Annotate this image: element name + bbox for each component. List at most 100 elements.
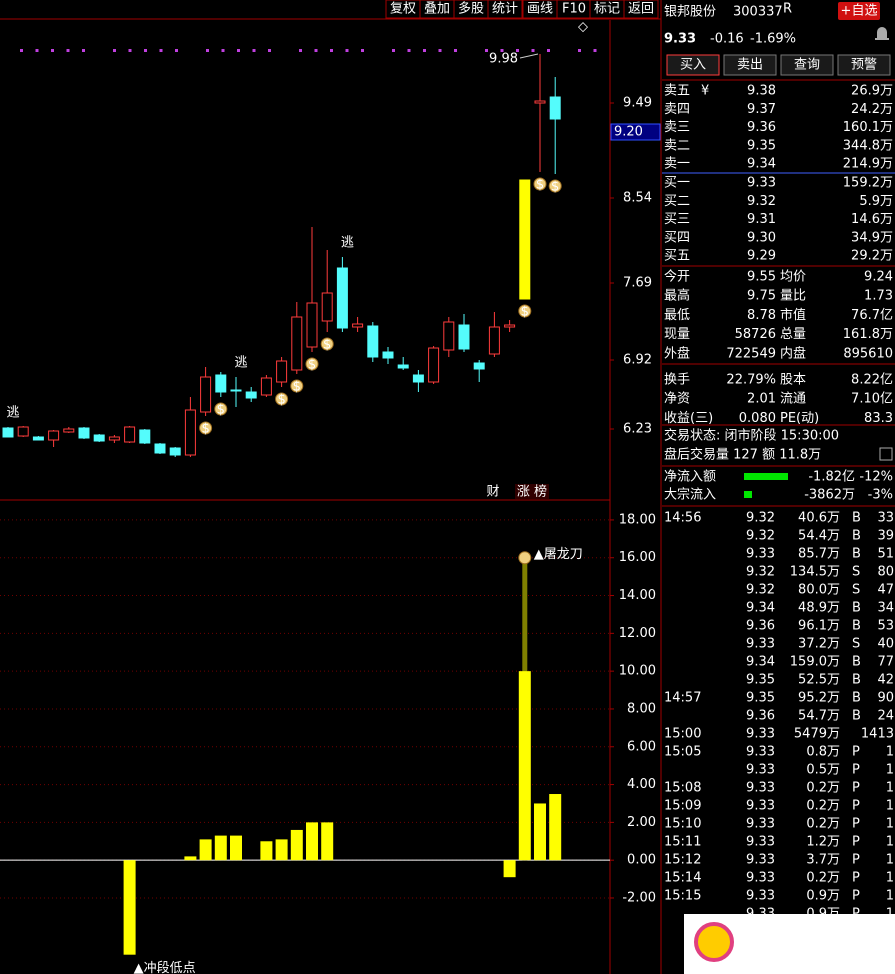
tick-volume: 0.2万 [806,799,840,814]
tick-volume: 37.2万 [798,637,840,652]
dot [593,49,597,52]
candle-body [397,364,409,369]
trade-button[interactable] [837,54,891,76]
dot [454,49,457,52]
money-bag-icon [199,421,213,435]
trade-button-label: 查询 [794,58,820,73]
candle-body [336,267,348,329]
tick-direction: P [852,889,860,904]
tick-count: 51 [877,547,894,562]
stat-value: 9.75 [747,289,776,304]
tick-price: 9.33 [746,727,775,742]
tick-count: 1 [886,799,894,814]
trade-button[interactable] [666,54,720,76]
tick-direction: P [852,745,860,760]
candle-body [200,376,212,413]
stat-label: PE(动) [780,411,819,426]
escape-signal: 逃 [234,356,247,371]
tick-price: 9.33 [746,889,775,904]
book-volume: 26.9 [851,84,880,99]
book-unit: 万 [880,212,893,227]
tick-price: 9.34 [746,601,775,616]
tick-price: 9.32 [746,565,775,580]
money-bag-icon [305,357,319,371]
tick-volume: 54.4万 [798,529,840,544]
dot [531,49,535,52]
watch-button[interactable] [838,2,880,20]
y-tick-label: 6.92 [623,353,652,368]
trade-button-label: 卖出 [737,58,763,73]
ask-symbol: ¥ [701,84,709,99]
toolbar-button[interactable] [623,0,659,19]
indicator-bar [306,822,318,861]
money-bag-icon [518,304,532,318]
y-tick-label: 6.00 [627,739,656,754]
book-unit: 万 [880,249,893,264]
indicator-bar [230,835,242,861]
dot [330,49,333,52]
tick-count: 24 [877,709,894,724]
book-label: 卖一 [664,157,690,172]
dot [20,49,23,52]
candle-body [382,351,394,359]
tick-price: 9.33 [746,871,775,886]
dot [51,49,54,52]
book-unit: 万 [880,176,893,191]
tick-volume: 48.9万 [798,601,840,616]
y-tick-label: 8.00 [627,701,656,716]
candle-body [428,347,440,383]
signal-label: ▲冲段低点 [134,961,196,974]
tick-time: 15:11 [664,835,701,850]
dot [345,49,349,52]
indicator-bar [184,856,197,861]
y-tick-label: 4.00 [627,777,656,792]
candle-body [32,436,44,441]
candle-body [260,377,272,396]
price-change-pct: -1.69% [750,32,796,47]
dot [159,49,163,52]
y-tick-label: 6.23 [623,422,652,437]
candle-body [519,179,531,300]
tick-count: 1 [886,745,894,760]
stat-label: 现量 [664,327,690,342]
watermark-title: 分析家公式网 [742,928,820,944]
flow-label: 大宗流入 [664,487,716,503]
tick-count: 53 [877,619,894,634]
tick-time: 15:09 [664,799,701,814]
tick-count: 1 [886,853,894,868]
tick-volume: 0.9万 [806,889,840,904]
stat-value: 9.55 [747,270,776,285]
trade-button[interactable] [780,54,834,76]
tick-direction: B [852,655,861,670]
trade-button[interactable] [723,54,777,76]
book-volume: 29.2 [851,249,880,264]
toolbar-label: 返回 [628,2,654,17]
candle-body [169,447,181,456]
candle-body [352,323,364,328]
price-change: -0.16 [710,32,744,47]
candle-body [473,362,485,370]
indicator-bar [214,835,227,861]
indicator-bar [199,839,212,861]
tick-count: 33 [877,511,894,526]
book-label: 卖二 [664,138,690,153]
toolbar-label: 复权 [390,1,416,17]
watermark-url: www.fxjgsw.com [750,953,872,968]
candle-body [276,360,288,383]
candle-body [108,436,120,441]
toolbar-button[interactable] [487,0,523,19]
stat-value: 722549 [726,346,776,361]
toolbar-label: 标记 [594,2,620,17]
book-price: 9.29 [747,249,776,264]
indicator-bar [123,860,136,955]
y-tick-label: 16.00 [619,550,656,565]
tick-direction: B [852,619,861,634]
tick-time: 15:00 [664,727,701,742]
toolbar-label: 多股 [458,1,484,17]
stat-label: 今开 [664,269,690,285]
tick-volume: 0.2万 [806,871,840,886]
tick-price: 9.33 [746,835,775,850]
candle-body [412,374,424,383]
dot [128,49,132,52]
